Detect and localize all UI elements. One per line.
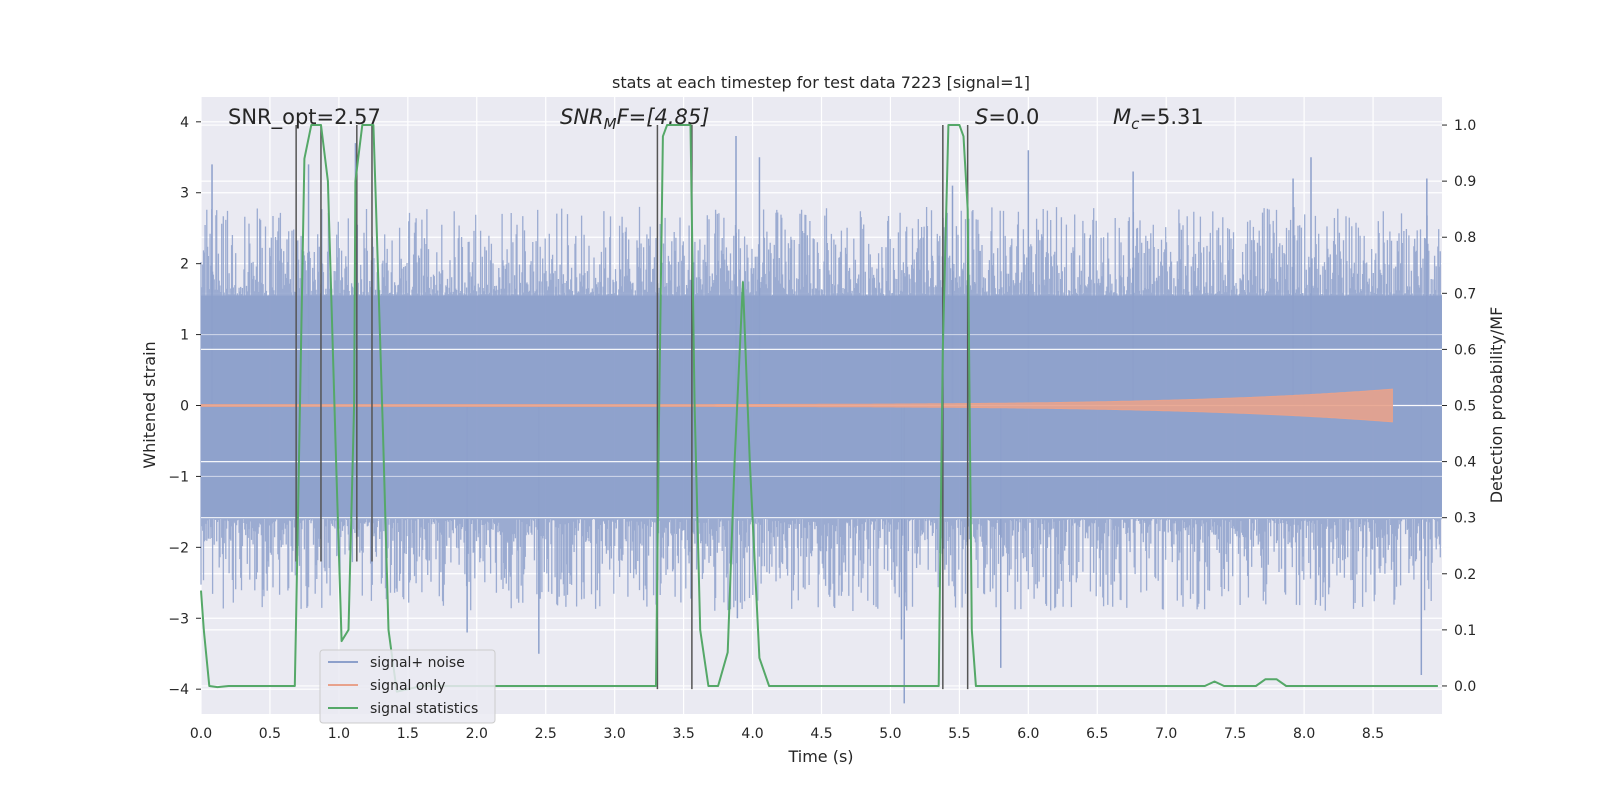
x-tick-label: 5.0 (879, 726, 901, 742)
y-tick-label: −4 (168, 682, 189, 698)
legend-box (319, 649, 496, 724)
y-tick-label: 3 (180, 186, 189, 202)
y-axis-label: Whitened strain (140, 341, 159, 468)
x-tick-label: 8.0 (1293, 726, 1315, 742)
signal-statistics-line (200, 124, 1438, 693)
x-tick-label: 7.5 (1224, 726, 1246, 742)
y-tick-labels: 4 3 2 1 0 −1 −2 −3 −4 (168, 115, 201, 698)
x-tick-label: 0.5 (259, 726, 281, 742)
legend-label-signal-only: signal only (370, 678, 445, 694)
y-tick-label: 2 (180, 257, 189, 273)
snr-mf-suffix: F=[4.85] (617, 105, 710, 129)
x-tick-label: 4.5 (810, 726, 832, 742)
y-tick-label: −3 (168, 611, 189, 627)
signal-statistics-series (200, 124, 1438, 693)
y-tick-label: 0 (180, 399, 189, 415)
y2-tick-label: 0.0 (1454, 679, 1476, 695)
snr-mf-subscript: M (604, 115, 617, 133)
mc-subscript: c (1131, 115, 1140, 133)
y2-tick-label: 0.6 (1454, 342, 1476, 358)
x-tick-label: 2.5 (535, 726, 557, 742)
annotation-mc: Mc=5.31 (1113, 105, 1204, 133)
legend: signal+ noise signal only signal statist… (319, 649, 496, 724)
y2-axis-label: Detection probability/MF (1487, 307, 1506, 504)
y2-tick-label: 0.3 (1454, 511, 1476, 527)
signal-only-series (200, 388, 1393, 423)
x-tick-label: 6.5 (1086, 726, 1108, 742)
legend-label-signal-statistics: signal statistics (370, 701, 478, 717)
x-axis-label: Time (s) (787, 747, 853, 766)
y2-tick-label: 0.1 (1454, 623, 1476, 639)
x-tick-label: 5.5 (948, 726, 970, 742)
signal-only-envelope (200, 388, 1393, 423)
x-tick-label: 3.5 (672, 726, 694, 742)
x-tick-label: 1.5 (397, 726, 419, 742)
s-suffix: =0.0 (988, 105, 1039, 129)
y2-tick-label: 0.7 (1454, 286, 1476, 302)
x-tick-label: 2.0 (466, 726, 488, 742)
y2-tick-label: 0.2 (1454, 567, 1476, 583)
x-tick-label: 7.0 (1155, 726, 1177, 742)
x-tick-label: 8.5 (1362, 726, 1384, 742)
y2-tick-label: 1.0 (1454, 118, 1476, 134)
x-tick-label: 3.0 (604, 726, 626, 742)
mc-suffix: =5.31 (1139, 105, 1203, 129)
y2-tick-labels: 1.0 0.9 0.8 0.7 0.6 0.5 0.4 0.3 0.2 0.1 0.0 (1442, 118, 1476, 695)
x-tick-label: 1.0 (328, 726, 350, 742)
annotation-snr-mf: SNRMF=[4.85] (560, 105, 709, 133)
x-tick-labels: 0.0 0.5 1.0 1.5 2.0 2.5 3.0 3.5 4.0 4.5 5.0 5.5 6.0 6… (190, 726, 1384, 742)
chart-title: stats at each timestep for test data 722… (612, 73, 1030, 92)
s-prefix: S (975, 105, 988, 129)
y2-tick-label: 0.5 (1454, 399, 1476, 415)
legend-label-signal-noise: signal+ noise (370, 655, 465, 671)
annotation-snr-opt: SNR_opt=2.57 (228, 105, 381, 130)
y-tick-label: 1 (180, 328, 189, 344)
noise-trace (200, 206, 1442, 611)
x-tick-label: 4.0 (741, 726, 763, 742)
y2-tick-label: 0.9 (1454, 174, 1476, 190)
y2-tick-label: 0.4 (1454, 455, 1476, 471)
y2-tick-label: 0.8 (1454, 230, 1476, 246)
x-tick-label: 6.0 (1017, 726, 1039, 742)
y-tick-label: −2 (168, 540, 189, 556)
snr-mf-prefix: SNR (560, 105, 604, 129)
mc-prefix: M (1113, 105, 1131, 129)
annotation-s: S=0.0 (975, 105, 1039, 129)
y-tick-label: −1 (168, 469, 189, 485)
y-tick-label: 4 (180, 115, 189, 131)
x-tick-label: 0.0 (190, 726, 212, 742)
